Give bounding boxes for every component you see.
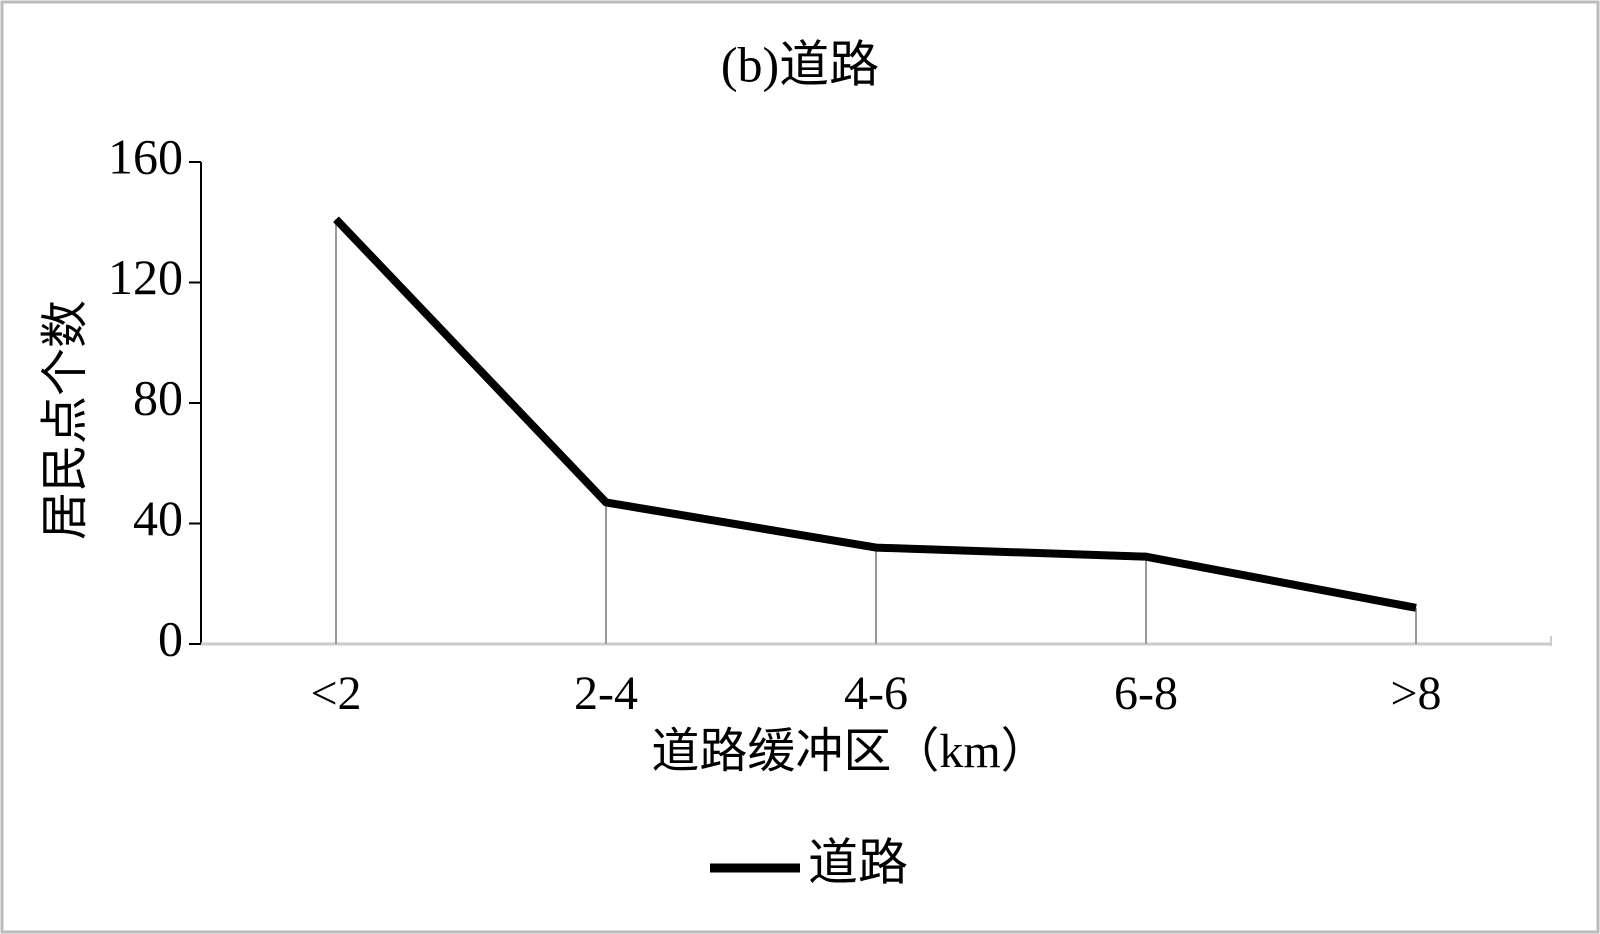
chart-title: (b)道路: [721, 36, 879, 92]
y-tick-label: 40: [133, 490, 183, 546]
y-tick-label: 80: [133, 369, 183, 425]
y-axis-label: 居民点个数: [39, 300, 92, 540]
y-tick-label: 160: [108, 128, 183, 184]
line: [333, 216, 1417, 612]
x-tick-label: >8: [1390, 667, 1441, 720]
x-axis-label: 道路缓冲区（km）: [651, 725, 1048, 778]
x-tick-label: 2-4: [574, 667, 638, 720]
x-tick-label: 4-6: [844, 667, 908, 720]
legend-label: 道路: [808, 834, 908, 890]
x-tick-label: <2: [310, 667, 361, 720]
y-tick-label: 0: [158, 610, 183, 666]
x-tick-label: 6-8: [1114, 667, 1178, 720]
y-tick-label: 120: [108, 249, 183, 305]
